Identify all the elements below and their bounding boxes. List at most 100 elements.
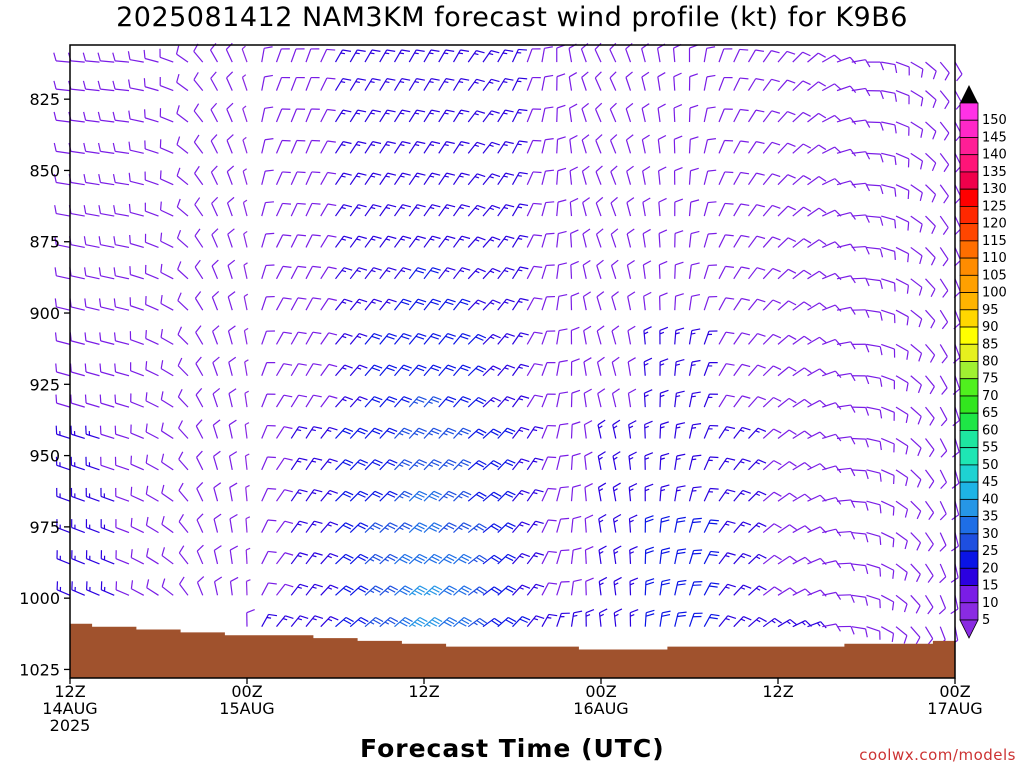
wind-barb (408, 204, 426, 217)
wind-barb (261, 613, 278, 627)
wind-barb (394, 553, 413, 565)
wind-barb (895, 246, 910, 263)
wind-barb (453, 364, 471, 377)
wind-barb (777, 334, 797, 345)
colorbar-label: 90 (982, 320, 999, 335)
wind-barb (379, 235, 397, 248)
colorbar-swatch (959, 516, 979, 535)
wind-barb (821, 83, 842, 92)
wind-barb (718, 76, 733, 91)
wind-barb (175, 45, 189, 63)
wind-barb (762, 173, 781, 186)
wind-barb (688, 454, 702, 470)
wind-barb (210, 165, 219, 185)
wind-barb (482, 491, 502, 502)
wind-barb (196, 482, 204, 502)
wind-barb (379, 109, 396, 123)
wind-barb (408, 364, 427, 377)
wind-barb (582, 291, 591, 311)
wind-barb (657, 166, 667, 185)
colorbar-swatch (959, 447, 979, 466)
colorbar-label: 50 (982, 458, 999, 473)
wind-barb (394, 172, 411, 186)
wind-barb (497, 204, 515, 217)
wind-barb (777, 205, 796, 217)
wind-barb (408, 427, 427, 439)
wind-barb (541, 362, 556, 376)
wind-barb (910, 61, 924, 78)
wind-barb (467, 523, 487, 534)
wind-barb (423, 522, 443, 534)
wind-barb (597, 419, 606, 439)
wind-barb (526, 108, 542, 123)
wind-barb (438, 49, 455, 63)
wind-barb (127, 51, 144, 63)
wind-barb (349, 616, 369, 628)
wind-barb (245, 484, 250, 502)
wind-barb (526, 489, 544, 502)
wind-barb (212, 419, 221, 439)
wind-barb (320, 616, 339, 628)
wind-barb (762, 396, 782, 408)
wind-barb (83, 205, 100, 217)
wind-barb (556, 486, 569, 502)
wind-barb (305, 426, 323, 439)
wind-barb (275, 297, 292, 311)
wind-barb (177, 357, 189, 377)
wind-barb (880, 594, 895, 611)
wind-barb (556, 293, 568, 311)
wind-barb (807, 336, 827, 345)
wind-barb (243, 327, 249, 345)
x-tick-label: 00Z (939, 682, 970, 701)
colorbar-label: 35 (982, 510, 999, 525)
wind-barb (176, 73, 189, 92)
wind-barb (610, 165, 618, 185)
wind-barb (467, 267, 486, 280)
wind-barb (56, 581, 71, 596)
wind-barb (939, 500, 947, 521)
wind-barb (145, 330, 159, 345)
wind-barb (86, 581, 100, 596)
colorbar-swatch (959, 378, 979, 397)
wind-barb (939, 309, 949, 330)
wind-barb (595, 165, 603, 185)
wind-barb (438, 109, 455, 123)
wind-barb (718, 108, 733, 123)
wind-barb (145, 423, 159, 440)
wind-barb (408, 235, 426, 248)
wind-barb (609, 71, 617, 91)
wind-barb (113, 267, 130, 280)
wind-barb (672, 43, 682, 63)
wind-barb (628, 483, 638, 502)
wind-barb (394, 333, 412, 345)
wind-barb (55, 425, 71, 440)
wind-barb (644, 515, 654, 533)
wind-barb (733, 77, 749, 91)
wind-barb (777, 111, 796, 123)
plot-border (69, 44, 956, 679)
wind-barb (68, 173, 85, 186)
wind-barb (613, 545, 622, 565)
wind-barb (556, 262, 568, 279)
wind-barb (423, 172, 441, 186)
wind-barb (674, 548, 687, 565)
wind-barb (438, 333, 456, 345)
wind-barb (212, 325, 220, 345)
wind-barb (881, 469, 895, 485)
wind-barb (229, 545, 239, 565)
wind-barb (585, 608, 595, 627)
wind-barb (939, 61, 950, 81)
wind-barb (925, 532, 934, 552)
wind-barb (394, 585, 413, 596)
wind-barb (733, 616, 752, 628)
wind-barb (584, 514, 594, 533)
wind-barb (851, 469, 869, 480)
wind-barb (570, 515, 582, 533)
wind-barb (644, 483, 654, 502)
colorbar-swatch (959, 205, 979, 225)
colorbar-swatch (959, 498, 979, 518)
wind-barb (482, 141, 500, 154)
wind-barb (159, 139, 174, 154)
credit-link[interactable]: coolwx.com/models (859, 746, 1016, 764)
wind-barb (718, 457, 736, 471)
